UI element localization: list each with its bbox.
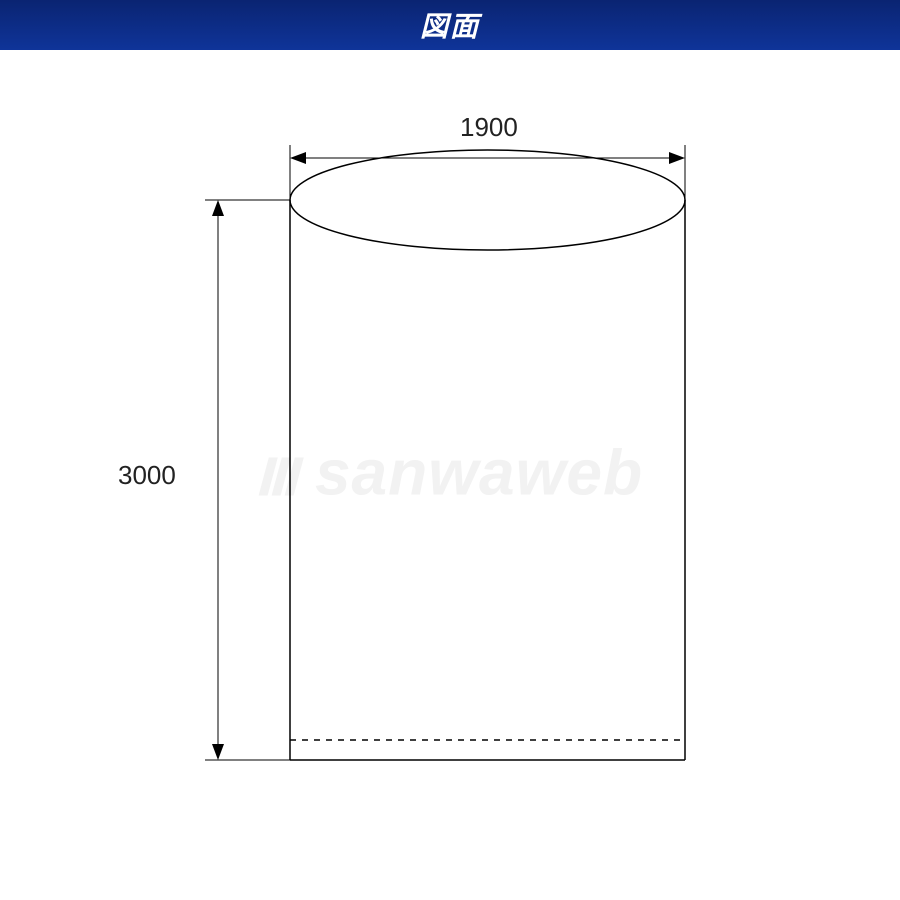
- diagram-canvas: sanwaweb 1900 3000: [0, 50, 900, 900]
- header-title: 図面: [420, 5, 480, 45]
- height-arrow-top: [212, 200, 224, 216]
- cylinder-top-ellipse: [290, 150, 685, 250]
- height-arrow-bottom: [212, 744, 224, 760]
- height-dimension-label: 3000: [118, 460, 176, 491]
- width-arrow-right: [669, 152, 685, 164]
- width-dimension-label: 1900: [460, 112, 518, 143]
- width-arrow-left: [290, 152, 306, 164]
- header-bar: 図面: [0, 0, 900, 50]
